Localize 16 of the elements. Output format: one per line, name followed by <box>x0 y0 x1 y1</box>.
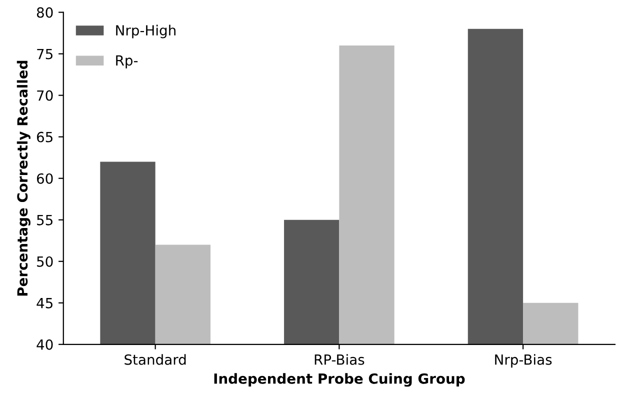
y-tick-label: 65 <box>36 132 52 142</box>
y-tick-label: 55 <box>37 215 52 226</box>
y-tick-label: 45 <box>36 298 52 308</box>
y-tick-label: 70 <box>37 90 53 101</box>
x-tick-label: Nrp-Bias <box>495 354 552 368</box>
y-tick-label: 50 <box>37 256 53 267</box>
x-tick-label: Standard <box>124 354 186 365</box>
legend-label: Nrp-High <box>116 24 176 38</box>
x-axis-title: Independent Probe Cuing Group <box>214 373 465 387</box>
y-axis-title: Percentage Correctly Recalled <box>16 60 30 296</box>
y-tick-label: 75 <box>37 48 52 60</box>
y-tick-label: 60 <box>36 173 53 184</box>
y-tick-label: 80 <box>36 7 53 18</box>
y-tick-label: 40 <box>36 339 53 350</box>
legend-label: Rp- <box>116 55 138 68</box>
x-tick-label: RP-Bias <box>314 354 364 365</box>
